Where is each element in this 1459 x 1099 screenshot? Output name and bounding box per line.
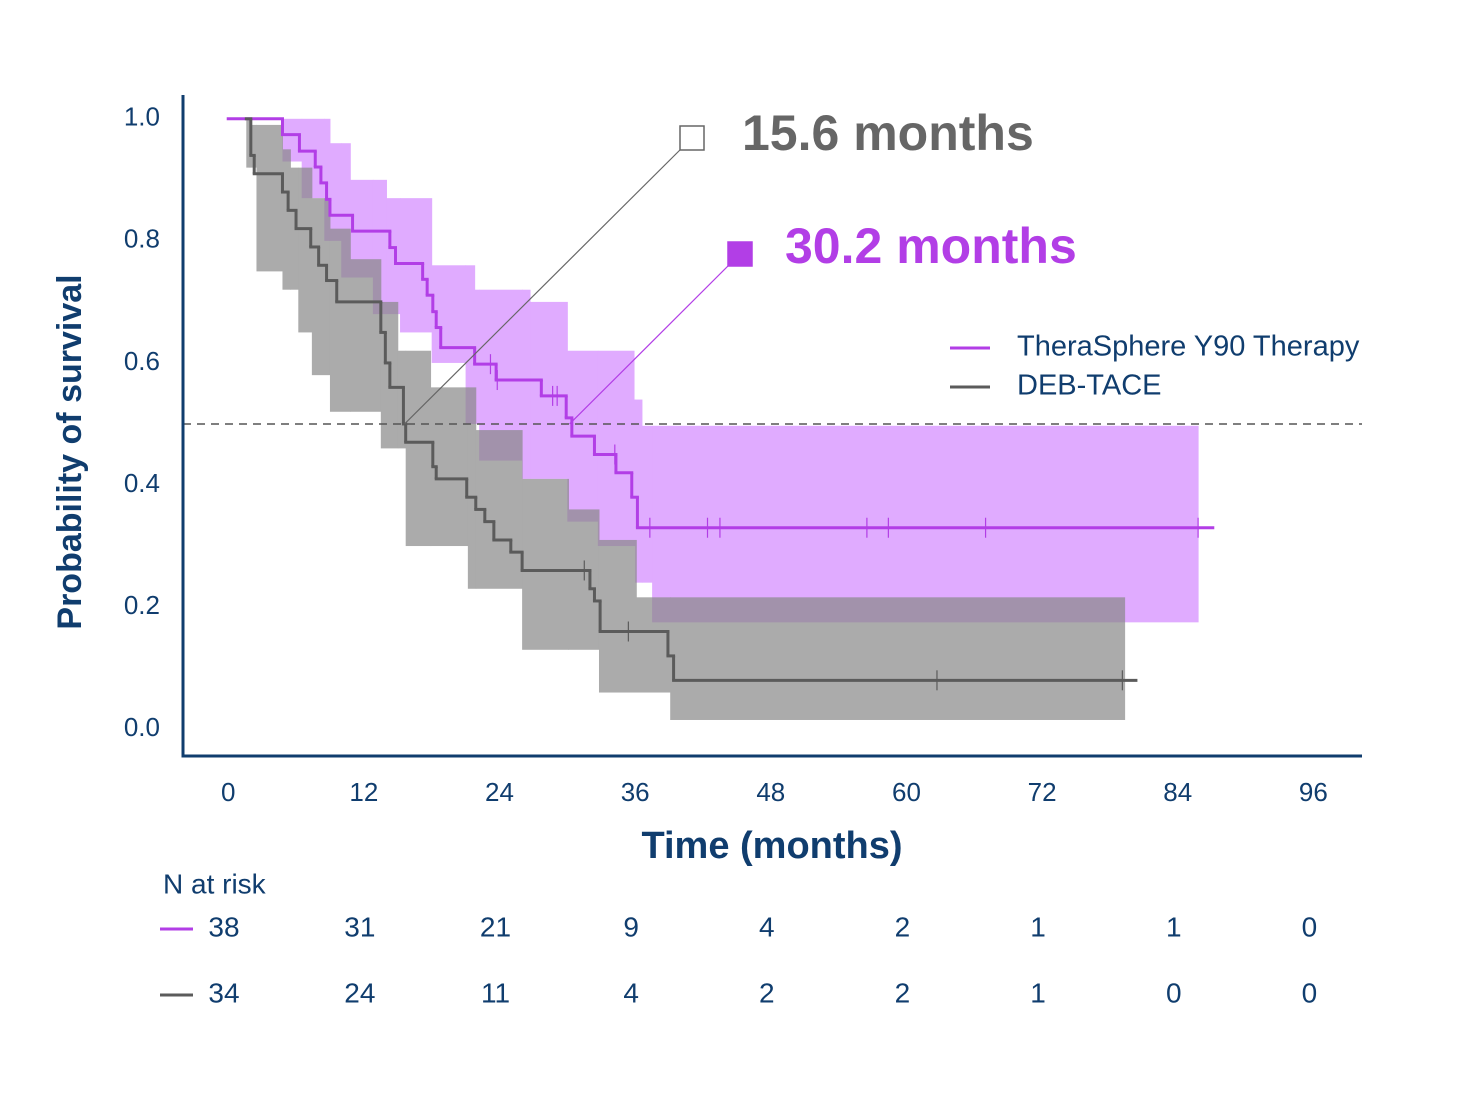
risk-count: 9 [623, 911, 639, 942]
ci-segment [256, 124, 283, 272]
median-connector [404, 137, 693, 425]
x-tick-label: 60 [892, 777, 921, 807]
ci-segment [350, 259, 382, 412]
ci-segment [311, 198, 331, 376]
ci-segment [465, 265, 476, 424]
x-tick-label: 84 [1163, 777, 1192, 807]
y-tick-label: 0.0 [124, 712, 160, 742]
risk-count: 31 [344, 911, 375, 942]
x-tick-label: 96 [1299, 777, 1328, 807]
risk-count: 38 [208, 911, 239, 942]
ci-segment [634, 399, 636, 547]
risk-table-title: N at risk [163, 868, 267, 899]
legend-label: TheraSphere Y90 Therapy [1017, 331, 1360, 363]
risk-count: 21 [480, 911, 511, 942]
ci-segment [522, 478, 569, 650]
risk-count: 0 [1302, 911, 1318, 942]
median-label: 15.6 months [742, 105, 1034, 161]
ci-segment [329, 228, 351, 412]
risk-count: 1 [1030, 911, 1046, 942]
median-connector [569, 253, 741, 425]
ci-segment [641, 425, 653, 583]
ci-segment [530, 301, 568, 479]
y-tick-label: 0.6 [124, 346, 160, 376]
ci-segment [598, 539, 637, 693]
median-marker [727, 241, 753, 267]
ci-segment [405, 350, 432, 547]
ci-segment [635, 399, 643, 583]
ci-segment [400, 198, 433, 333]
risk-count: 4 [759, 911, 775, 942]
ci-segment [474, 289, 480, 424]
ci-segment [341, 143, 351, 278]
median-label: 30.2 months [785, 218, 1077, 274]
ci-segment [329, 143, 342, 241]
ci-segment [636, 597, 671, 693]
ci-segment [386, 198, 401, 315]
ci-band [246, 118, 1126, 720]
risk-count: 34 [208, 977, 239, 1008]
ci-segment [298, 167, 313, 333]
ci-segment [249, 124, 257, 168]
y-tick-label: 0.2 [124, 590, 160, 620]
x-tick-label: 24 [485, 777, 514, 807]
legend-label: DEB-TACE [1017, 370, 1161, 402]
risk-count: 0 [1302, 977, 1318, 1008]
y-tick-label: 0.8 [124, 224, 160, 254]
ci-segment [324, 118, 331, 241]
y-axis-label: Probability of survival [51, 274, 89, 629]
x-axis-label: Time (months) [641, 825, 902, 867]
y-tick-label: 1.0 [124, 102, 160, 132]
risk-count: 11 [481, 977, 510, 1008]
ci-segment [467, 387, 477, 589]
risk-count: 2 [759, 977, 775, 1008]
x-tick-label: 0 [221, 777, 235, 807]
ci-segment [246, 118, 251, 168]
x-tick-label: 12 [349, 777, 378, 807]
x-tick-label: 48 [756, 777, 785, 807]
ci-segment [282, 149, 291, 290]
ci-segment [350, 179, 374, 278]
ci-segment [597, 350, 635, 547]
risk-count: 0 [1166, 977, 1182, 1008]
risk-count: 2 [895, 911, 911, 942]
ci-segment [522, 289, 531, 479]
ci-segment [652, 425, 1199, 623]
risk-count: 2 [895, 977, 911, 1008]
x-tick-label: 36 [621, 777, 650, 807]
median-marker [679, 125, 705, 151]
y-tick-label: 0.4 [124, 468, 160, 498]
risk-count: 4 [623, 977, 639, 1008]
risk-count: 1 [1030, 977, 1046, 1008]
risk-count: 1 [1166, 911, 1182, 942]
ci-segment [670, 597, 1126, 720]
x-tick-label: 72 [1028, 777, 1057, 807]
risk-count: 24 [344, 977, 375, 1008]
